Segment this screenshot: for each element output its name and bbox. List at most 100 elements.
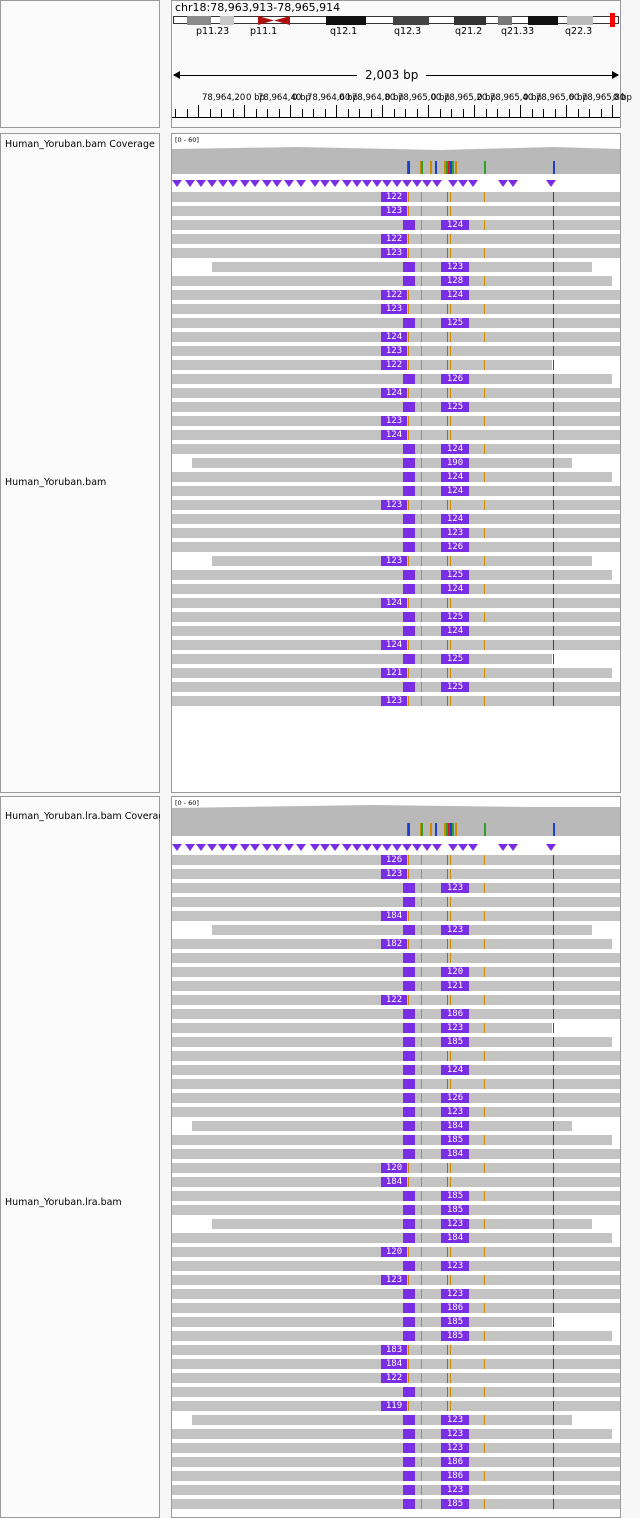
read[interactable] [172, 1457, 620, 1467]
insertion-label[interactable]: 123 [441, 925, 469, 935]
bam-track-label[interactable]: Human_Yoruban.bam [5, 477, 107, 488]
insertion-marker[interactable] [342, 844, 352, 851]
insertion-label[interactable]: 183 [381, 1345, 407, 1355]
insertion-label[interactable]: 184 [381, 1359, 407, 1369]
insertion-label[interactable]: 128 [441, 276, 469, 286]
insertion-label[interactable]: 123 [381, 304, 407, 314]
insertion-marker[interactable] [310, 844, 320, 851]
read[interactable] [172, 276, 612, 286]
read[interactable] [212, 925, 592, 935]
insertion-block[interactable] [403, 1009, 415, 1019]
read[interactable] [172, 1471, 620, 1481]
read[interactable] [172, 1331, 612, 1341]
read[interactable] [172, 374, 612, 384]
insertion-label[interactable]: 123 [381, 500, 407, 510]
insertion-block[interactable] [403, 883, 415, 893]
lra-coverage-track-label[interactable]: Human_Yoruban.lra.bam Coverage [5, 811, 160, 822]
insertion-block[interactable] [403, 1485, 415, 1495]
insertion-block[interactable] [403, 486, 415, 496]
insertion-block[interactable] [403, 1331, 415, 1341]
insertion-label[interactable]: 184 [381, 1177, 407, 1187]
insertion-label[interactable]: 123 [381, 696, 407, 706]
read[interactable] [172, 883, 620, 893]
insertion-marker[interactable] [498, 180, 508, 187]
insertion-label[interactable]: 124 [441, 584, 469, 594]
read[interactable] [172, 318, 620, 328]
insertion-marker[interactable] [458, 844, 468, 851]
insertion-marker[interactable] [468, 844, 478, 851]
insertion-block[interactable] [403, 276, 415, 286]
insertion-marker[interactable] [362, 180, 372, 187]
insertion-block[interactable] [403, 682, 415, 692]
insertion-label[interactable]: 124 [381, 332, 407, 342]
read[interactable] [172, 472, 612, 482]
insertion-label[interactable]: 124 [441, 626, 469, 636]
read[interactable] [172, 1051, 620, 1061]
insertion-label[interactable]: 125 [441, 318, 469, 328]
read[interactable] [212, 262, 592, 272]
insertion-label[interactable]: 123 [441, 1429, 469, 1439]
insertion-marker[interactable] [284, 180, 294, 187]
insertion-label[interactable]: 123 [441, 528, 469, 538]
insertion-label[interactable]: 190 [441, 458, 469, 468]
read[interactable] [172, 897, 620, 907]
insertion-block[interactable] [403, 1317, 415, 1327]
insertion-block[interactable] [403, 626, 415, 636]
read[interactable] [172, 1289, 620, 1299]
insertion-block[interactable] [403, 1429, 415, 1439]
insertion-marker[interactable] [342, 180, 352, 187]
insertion-label[interactable]: 123 [381, 248, 407, 258]
insertion-marker[interactable] [402, 844, 412, 851]
read[interactable] [172, 1023, 552, 1033]
insertion-block[interactable] [403, 458, 415, 468]
insertion-marker[interactable] [240, 844, 250, 851]
insertion-label[interactable]: 123 [441, 1107, 469, 1117]
insertion-marker[interactable] [330, 844, 340, 851]
insertion-marker[interactable] [362, 844, 372, 851]
insertion-marker[interactable] [372, 844, 382, 851]
insertion-block[interactable] [403, 1135, 415, 1145]
insertion-label[interactable]: 125 [441, 654, 469, 664]
insertion-label[interactable]: 185 [441, 1191, 469, 1201]
read[interactable] [172, 1205, 620, 1215]
insertion-label[interactable]: 126 [381, 855, 407, 865]
insertion-marker[interactable] [392, 180, 402, 187]
read[interactable] [172, 682, 620, 692]
insertion-label[interactable]: 185 [441, 1331, 469, 1341]
insertion-block[interactable] [403, 654, 415, 664]
read[interactable] [172, 1079, 620, 1089]
insertion-block[interactable] [403, 1191, 415, 1201]
insertion-block[interactable] [403, 472, 415, 482]
insertion-label[interactable]: 126 [441, 374, 469, 384]
insertion-marker[interactable] [310, 180, 320, 187]
read[interactable] [172, 360, 552, 370]
read[interactable] [172, 654, 552, 664]
insertion-label[interactable]: 185 [441, 1317, 469, 1327]
insertion-block[interactable] [403, 1023, 415, 1033]
insertion-marker[interactable] [172, 180, 182, 187]
insertion-marker[interactable] [508, 180, 518, 187]
insertion-marker[interactable] [196, 180, 206, 187]
insertion-block[interactable] [403, 1387, 415, 1397]
insertion-label[interactable]: 125 [441, 402, 469, 412]
read[interactable] [192, 1121, 572, 1131]
insertion-label[interactable]: 124 [381, 388, 407, 398]
insertion-marker[interactable] [412, 844, 422, 851]
insertion-label[interactable]: 125 [441, 682, 469, 692]
read[interactable] [172, 1135, 612, 1145]
insertion-block[interactable] [403, 1051, 415, 1061]
insertion-label[interactable]: 184 [381, 911, 407, 921]
insertion-block[interactable] [403, 953, 415, 963]
read[interactable] [172, 402, 620, 412]
read[interactable] [172, 570, 612, 580]
insertion-block[interactable] [403, 967, 415, 977]
insertion-label[interactable]: 125 [441, 570, 469, 580]
read[interactable] [192, 458, 572, 468]
insertion-marker[interactable] [218, 180, 228, 187]
insertion-marker[interactable] [468, 180, 478, 187]
insertion-block[interactable] [403, 1037, 415, 1047]
insertion-label[interactable]: 124 [441, 514, 469, 524]
read[interactable] [172, 1191, 620, 1201]
insertion-marker[interactable] [432, 180, 442, 187]
insertion-label[interactable]: 122 [381, 360, 407, 370]
